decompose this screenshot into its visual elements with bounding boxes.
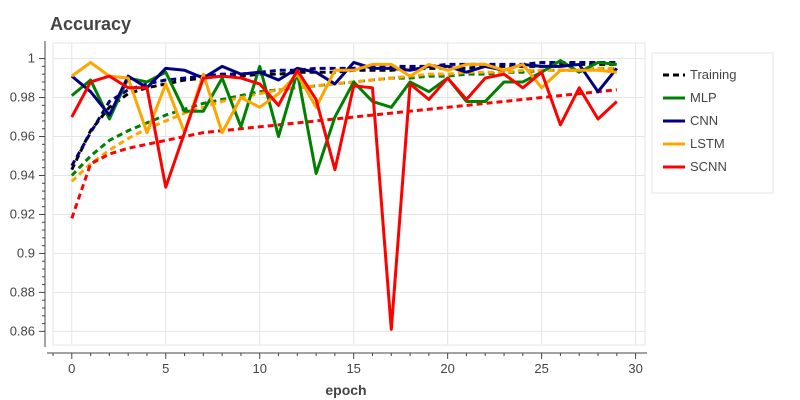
legend-label-lstm: LSTM [690,136,725,151]
legend-label-scnn: SCNN [690,159,727,174]
series-line-lstm [70,60,617,135]
series-line-mlp [70,59,617,176]
x-tick-label-5: 25 [534,361,548,376]
series-line-training-8-dashed [70,88,617,219]
y-tick-label-3: 0.92 [10,206,35,221]
series-line-training-5-dashed [70,60,617,167]
legend: Training MLP CNN LSTM SCNN [651,52,774,194]
legend-box [651,52,774,194]
legend-label-cnn: CNN [690,113,718,128]
plot-area [52,42,646,346]
y-tick-label-7: 1 [28,51,35,66]
x-tick-label-1: 5 [162,361,169,376]
series-line-scnn [70,68,618,331]
x-tick-label-3: 15 [346,361,360,376]
y-axis: 0.86 0.88 0.9 0.92 0.94 0.96 0.98 1 [10,41,46,347]
series-line-cnn [70,60,618,117]
y-tick-label-6: 0.98 [10,90,35,105]
y-tick-label-5: 0.96 [10,129,35,144]
series-line-training-7-dashed [70,66,617,183]
x-tick-label-0: 0 [68,361,75,376]
y-tick-label-4: 0.94 [10,167,35,182]
y-tick-label-1: 0.88 [10,284,35,299]
y-tick-label-2: 0.9 [17,245,35,260]
legend-label-mlp: MLP [690,90,717,105]
x-tick-label-4: 20 [440,361,454,376]
x-tick-label-6: 30 [628,361,642,376]
y-tick-label-0: 0.86 [10,323,35,338]
legend-label-training: Training [690,67,736,82]
chart-title: Accuracy [50,14,131,34]
x-tick-label-2: 10 [252,361,266,376]
x-axis-title: epoch [325,382,366,398]
x-axis: 0 5 10 15 20 25 30 [47,352,647,376]
